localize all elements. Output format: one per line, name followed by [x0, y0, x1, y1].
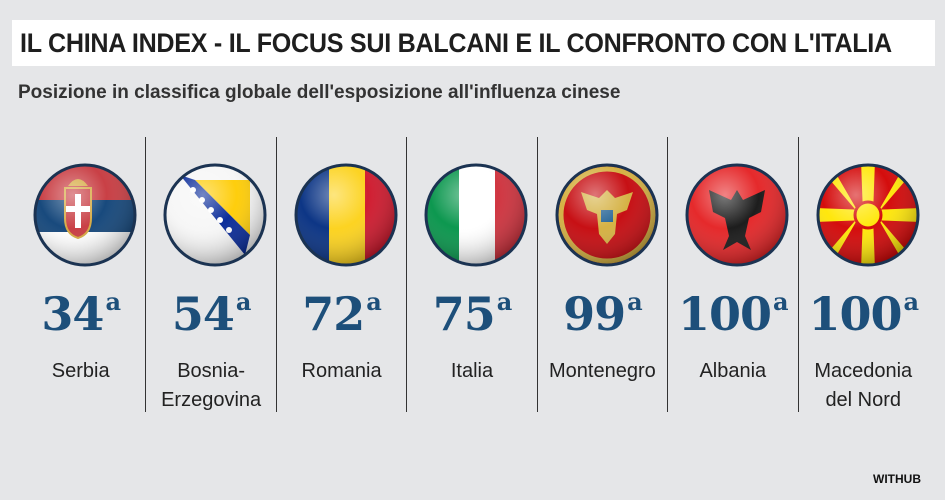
- country-name: Romania: [301, 360, 382, 382]
- rank-number: 75: [432, 287, 496, 341]
- country-list: 34a Serbia 54a Bosnia- Erzegovina 72a Ro…: [16, 137, 928, 412]
- flag-albania: [685, 163, 789, 267]
- flag-bosnia: [163, 163, 267, 267]
- rank: 34a: [16, 287, 145, 341]
- flag-north-macedonia: [816, 163, 920, 267]
- country: 75a Italia: [406, 137, 536, 412]
- country-name: Macedonia del Nord: [814, 360, 913, 411]
- rank-suffix: a: [366, 287, 382, 316]
- rank-suffix: a: [903, 287, 919, 316]
- flag-montenegro: [555, 163, 659, 267]
- flag-italy: [424, 163, 528, 267]
- rank: 72a: [277, 287, 406, 341]
- country: 99a Montenegro: [536, 137, 667, 412]
- rank-number: 54: [171, 287, 235, 341]
- rank-number: 72: [302, 287, 365, 341]
- title-box: IL CHINA INDEX - IL FOCUS SUI BALCANI E …: [12, 20, 935, 66]
- rank: 75a: [407, 287, 536, 341]
- source: WITHUB: [873, 472, 921, 486]
- country: 72a Romania: [275, 137, 406, 412]
- rank: 99a: [538, 287, 667, 341]
- rank-number: 99: [563, 287, 626, 341]
- country-name: Serbia: [51, 360, 110, 382]
- title: IL CHINA INDEX - IL FOCUS SUI BALCANI E …: [20, 28, 892, 58]
- country-name: Italia: [450, 360, 494, 382]
- rank-number: 34: [41, 287, 104, 341]
- rank: 100a: [799, 287, 928, 341]
- flag-romania: [294, 163, 398, 267]
- flag-serbia: [33, 163, 137, 267]
- country-name: Montenegro: [549, 360, 656, 382]
- rank-suffix: a: [235, 287, 252, 316]
- rank-suffix: a: [773, 287, 789, 316]
- rank-suffix: a: [105, 287, 121, 316]
- country: 34a Serbia: [16, 137, 145, 412]
- rank-suffix: a: [496, 287, 513, 316]
- rank: 100a: [668, 287, 797, 341]
- subtitle: Posizione in classifica globale dell'esp…: [18, 82, 621, 103]
- rank-number: 100: [808, 287, 902, 341]
- country-name: Bosnia- Erzegovina: [161, 360, 262, 411]
- country: 54a Bosnia- Erzegovina: [145, 137, 275, 412]
- country-name: Albania: [699, 360, 767, 382]
- rank: 54a: [146, 287, 275, 341]
- country: 100a Albania: [667, 137, 797, 412]
- rank-suffix: a: [627, 287, 643, 316]
- country: 100a Macedonia del Nord: [797, 137, 928, 412]
- rank-number: 100: [678, 287, 772, 341]
